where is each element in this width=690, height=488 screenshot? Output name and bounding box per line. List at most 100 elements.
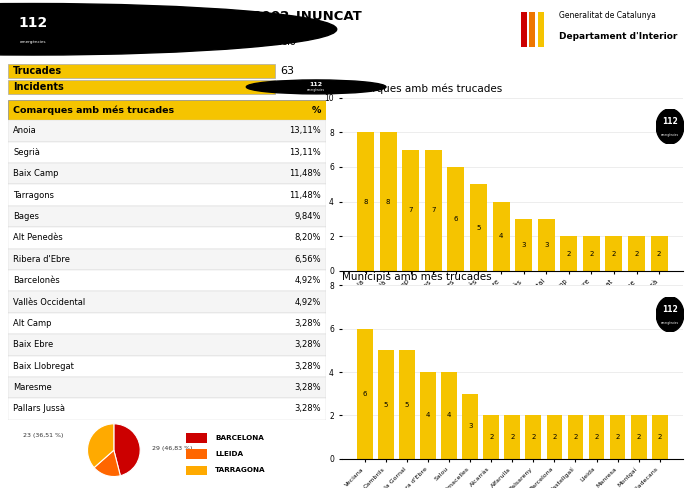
Text: 13,11%: 13,11% — [289, 126, 321, 135]
Text: Baix Ebre: Baix Ebre — [13, 340, 53, 349]
Circle shape — [0, 3, 337, 55]
Bar — [357, 132, 374, 271]
Bar — [610, 415, 625, 459]
Text: Pallars Jussà: Pallars Jussà — [13, 405, 65, 413]
Text: 43: 43 — [280, 82, 294, 92]
FancyBboxPatch shape — [8, 334, 326, 355]
FancyBboxPatch shape — [8, 398, 326, 420]
Text: 4,92%: 4,92% — [295, 276, 321, 285]
Text: 2: 2 — [615, 434, 620, 440]
Text: 3: 3 — [522, 242, 526, 248]
Text: 29 (46,83 %): 29 (46,83 %) — [152, 447, 193, 451]
Text: 3,28%: 3,28% — [295, 319, 321, 328]
Text: 3,28%: 3,28% — [295, 405, 321, 413]
Bar — [493, 202, 509, 271]
Text: 5: 5 — [384, 402, 388, 407]
FancyBboxPatch shape — [538, 12, 544, 47]
Bar — [470, 184, 487, 271]
Text: 7: 7 — [431, 207, 435, 213]
Text: 2: 2 — [489, 434, 493, 440]
Bar — [462, 394, 478, 459]
Bar — [380, 132, 397, 271]
Text: 112: 112 — [310, 82, 323, 87]
Text: 3,28%: 3,28% — [295, 383, 321, 392]
Bar — [357, 329, 373, 459]
Text: Segrià: Segrià — [13, 148, 40, 157]
Text: 112: 112 — [662, 305, 678, 314]
Wedge shape — [114, 424, 140, 476]
FancyBboxPatch shape — [8, 313, 326, 334]
Bar — [651, 236, 668, 271]
Text: 13,11%: 13,11% — [289, 148, 321, 157]
Text: 2: 2 — [657, 250, 661, 257]
Bar — [606, 236, 622, 271]
Text: LLEIDA: LLEIDA — [215, 451, 244, 457]
Bar — [652, 415, 667, 459]
Text: Barcelonès: Barcelonès — [13, 276, 60, 285]
FancyBboxPatch shape — [186, 466, 206, 475]
FancyBboxPatch shape — [8, 184, 326, 206]
Text: Incidents: Incidents — [13, 82, 63, 92]
FancyBboxPatch shape — [8, 163, 326, 184]
Text: 2: 2 — [552, 434, 557, 440]
Text: 2: 2 — [510, 434, 515, 440]
FancyBboxPatch shape — [8, 206, 326, 227]
Bar — [402, 149, 420, 271]
Bar — [631, 415, 647, 459]
Text: 3,28%: 3,28% — [295, 340, 321, 349]
Text: 2: 2 — [566, 250, 571, 257]
Bar — [583, 236, 600, 271]
Bar — [484, 415, 499, 459]
Text: Municipis amb més trucades: Municipis amb més trucades — [342, 271, 491, 282]
Text: 3: 3 — [544, 242, 549, 248]
Text: 4: 4 — [447, 412, 451, 418]
FancyBboxPatch shape — [8, 64, 275, 78]
FancyBboxPatch shape — [8, 270, 326, 291]
Text: 63: 63 — [280, 66, 294, 76]
Text: 8: 8 — [386, 199, 391, 204]
Text: Trucades: Trucades — [13, 66, 62, 76]
Text: emergències: emergències — [20, 40, 46, 44]
Bar — [425, 149, 442, 271]
Text: 3: 3 — [468, 423, 473, 429]
Text: Episodi Rellevant   20240902_INUNCAT: Episodi Rellevant 20240902_INUNCAT — [72, 10, 362, 23]
FancyBboxPatch shape — [8, 291, 326, 313]
FancyBboxPatch shape — [8, 120, 326, 142]
Text: 2: 2 — [594, 434, 599, 440]
Text: 8: 8 — [364, 199, 368, 204]
Text: 7: 7 — [408, 207, 413, 213]
FancyBboxPatch shape — [8, 227, 326, 248]
Text: 23 (36,51 %): 23 (36,51 %) — [23, 433, 63, 438]
Text: Ribera d'Ebre: Ribera d'Ebre — [13, 255, 70, 264]
Text: 8,20%: 8,20% — [295, 233, 321, 243]
Text: emergències: emergències — [307, 88, 325, 92]
Bar — [538, 219, 555, 271]
Text: %: % — [312, 105, 321, 115]
Text: Maresme: Maresme — [13, 383, 52, 392]
Bar — [546, 415, 562, 459]
FancyBboxPatch shape — [186, 433, 206, 443]
Text: Departament d'Interior: Departament d'Interior — [559, 32, 678, 41]
Bar — [442, 372, 457, 459]
Text: Generalitat de Catalunya: Generalitat de Catalunya — [559, 11, 656, 20]
Text: 2: 2 — [589, 250, 593, 257]
Text: 6: 6 — [363, 391, 367, 397]
Text: TARRAGONA: TARRAGONA — [215, 468, 266, 473]
Text: Vallès Occidental: Vallès Occidental — [13, 298, 86, 306]
Text: BARCELONA: BARCELONA — [215, 435, 264, 441]
Text: 3,28%: 3,28% — [295, 362, 321, 371]
Text: 4,92%: 4,92% — [295, 298, 321, 306]
Text: 5: 5 — [405, 402, 409, 407]
Text: Bages: Bages — [13, 212, 39, 221]
Bar — [378, 350, 394, 459]
FancyBboxPatch shape — [529, 12, 535, 47]
Text: 4: 4 — [426, 412, 431, 418]
Circle shape — [656, 297, 684, 332]
Bar — [420, 372, 436, 459]
FancyBboxPatch shape — [8, 355, 326, 377]
Text: 112: 112 — [19, 17, 48, 30]
Bar — [628, 236, 645, 271]
Text: 4: 4 — [499, 233, 503, 239]
Wedge shape — [88, 424, 114, 468]
Bar — [560, 236, 578, 271]
